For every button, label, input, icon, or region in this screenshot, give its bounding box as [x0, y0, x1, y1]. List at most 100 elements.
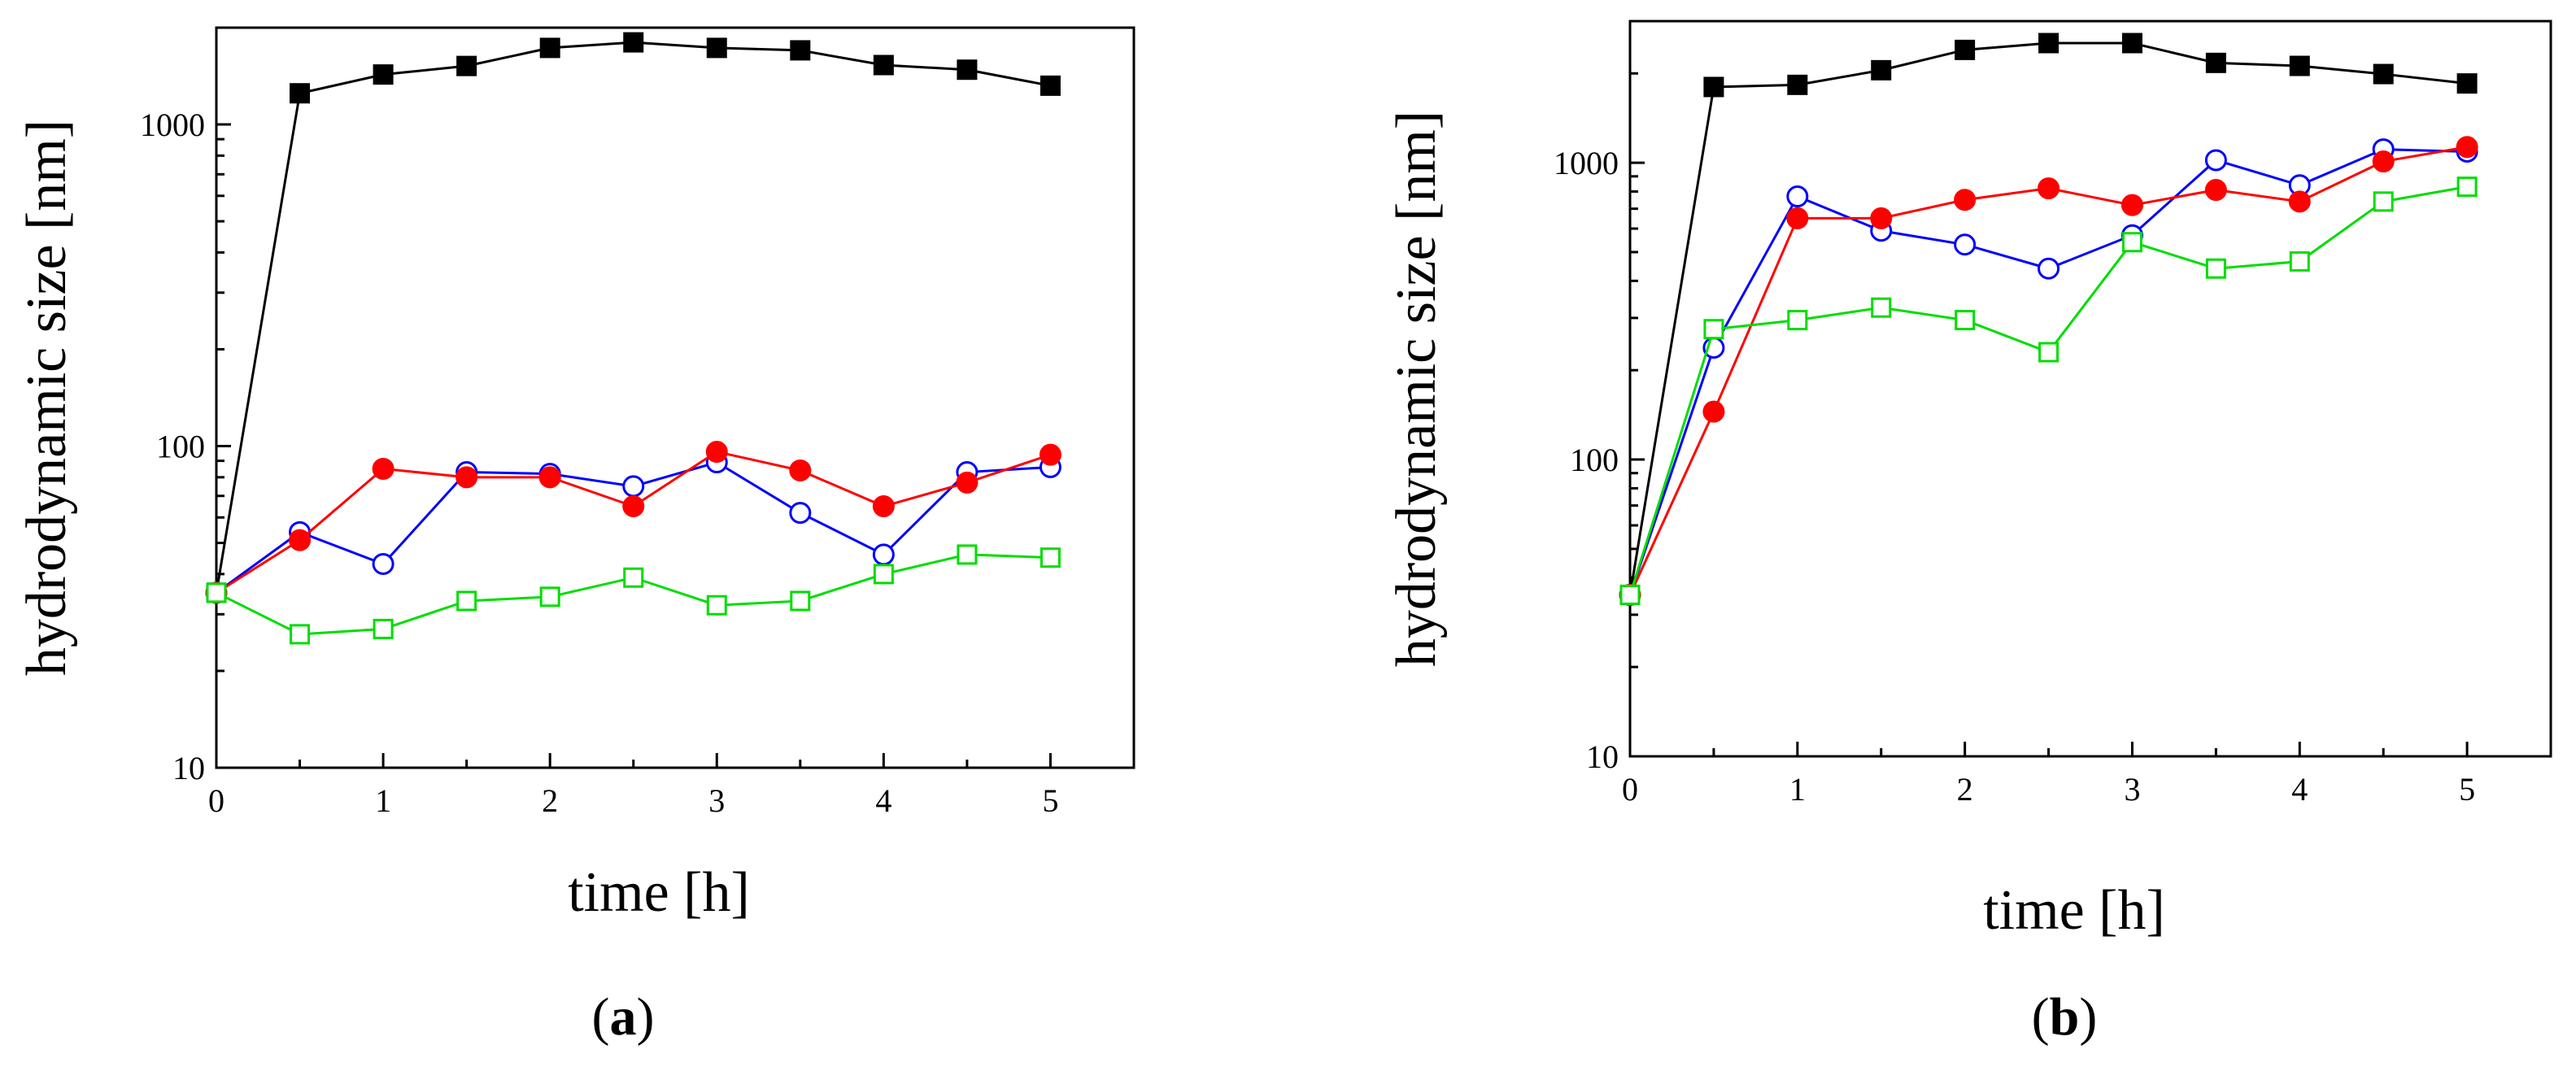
data-point [1870, 207, 1893, 229]
data-point [2373, 63, 2394, 85]
x-tick-label: 5 [1042, 782, 1058, 819]
data-point [456, 55, 477, 76]
data-point [1787, 310, 1808, 331]
x-axis-label: time [h] [1983, 879, 2165, 942]
data-point [1955, 39, 1976, 60]
x-tick-label: 3 [708, 782, 725, 819]
x-tick-label: 4 [875, 782, 891, 819]
data-point [789, 502, 812, 525]
data-point [622, 495, 645, 518]
data-point [956, 471, 979, 494]
data-point [706, 594, 727, 616]
data-point [957, 544, 978, 565]
series-blue-open-circles [1619, 138, 2478, 606]
data-point [1871, 59, 1892, 81]
data-point [290, 624, 311, 645]
data-point [873, 54, 894, 76]
series-red-filled-circles [1619, 136, 2478, 606]
x-tick-label: 0 [1622, 771, 1638, 808]
y-axis-label: hydrodynamic size [nm] [1385, 111, 1448, 667]
data-point [538, 466, 561, 489]
data-point [2373, 191, 2394, 212]
data-point [456, 590, 477, 612]
data-point [2205, 258, 2226, 279]
data-point [705, 441, 728, 464]
data-point [2038, 177, 2060, 200]
data-point [206, 582, 227, 603]
data-point [872, 495, 895, 518]
x-tick-label: 5 [2459, 771, 2475, 808]
y-tick-label: 1000 [1554, 145, 1619, 181]
panel-letter: b [2050, 987, 2080, 1047]
data-point [2288, 190, 2311, 213]
data-point [373, 618, 394, 639]
series-line [1628, 148, 2468, 595]
panel-letter: a [610, 987, 637, 1047]
data-point [2038, 33, 2059, 54]
panel-label: (b) [2032, 987, 2098, 1047]
series-line [1628, 185, 2468, 595]
data-point [2456, 136, 2478, 159]
data-point [872, 543, 895, 566]
data-point [539, 37, 560, 59]
chart-panel-b: 0 1 2 3 4 5 10 100 1000 time [h] hydrodynamic size… [1385, 20, 2552, 1047]
data-point [2289, 250, 2310, 272]
data-point [1786, 185, 1809, 208]
y-tick-label: 1000 [140, 107, 205, 143]
y-tick-label: 10 [172, 750, 205, 786]
data-point [372, 552, 394, 575]
data-point [2372, 150, 2395, 173]
data-point [789, 459, 812, 481]
data-point [790, 40, 811, 61]
data-point [2205, 52, 2226, 73]
data-point [1040, 75, 1061, 96]
data-point [1039, 443, 1061, 466]
data-point [1702, 400, 1725, 423]
data-point [957, 59, 978, 81]
series-black-filled-squares [206, 32, 1061, 603]
data-point [2456, 73, 2478, 94]
data-point [2204, 179, 2227, 202]
data-point [622, 475, 645, 498]
data-point [1703, 319, 1724, 340]
x-tick-label: 1 [375, 782, 391, 819]
data-point [790, 590, 811, 612]
x-axis-label: time [h] [568, 861, 750, 924]
chart-panel-a: 0 1 2 3 4 5 10 100 1000 time [h] hydrodynamic size… [15, 26, 1135, 1047]
y-tick-label: 10 [1586, 738, 1619, 775]
y-axis-label: hydrodynamic size [nm] [15, 120, 78, 676]
data-point [2289, 55, 2310, 76]
data-point [455, 466, 478, 489]
data-point [706, 37, 727, 59]
data-point [1703, 76, 1724, 98]
data-point [1786, 207, 1809, 229]
y-tick-label: 100 [156, 429, 205, 465]
data-point [289, 529, 312, 551]
data-point [2121, 232, 2142, 253]
data-point [539, 586, 560, 608]
x-tick-label: 0 [208, 782, 224, 819]
data-point [1954, 189, 1977, 211]
data-point [2038, 257, 2060, 280]
series-line [1628, 41, 2468, 595]
data-point [623, 32, 644, 53]
data-point [1954, 233, 1977, 256]
data-point [623, 567, 644, 588]
panel-label: (a) [592, 987, 655, 1047]
data-point [2456, 176, 2478, 198]
data-point [1619, 584, 1641, 605]
x-tick-label: 4 [2291, 771, 2308, 808]
x-tick-label: 2 [542, 782, 558, 819]
data-point [1871, 297, 1892, 318]
series-green-open-squares [206, 544, 1061, 645]
data-point [2121, 33, 2142, 54]
plot-frame [1628, 20, 2552, 758]
plot-frame [215, 26, 1135, 769]
data-point [1955, 310, 1976, 331]
series-green-open-squares [1619, 176, 2478, 605]
data-point [2121, 194, 2143, 216]
y-tick-label: 100 [1570, 442, 1619, 478]
data-point [372, 457, 394, 480]
series-black-filled-squares [1619, 33, 2478, 605]
